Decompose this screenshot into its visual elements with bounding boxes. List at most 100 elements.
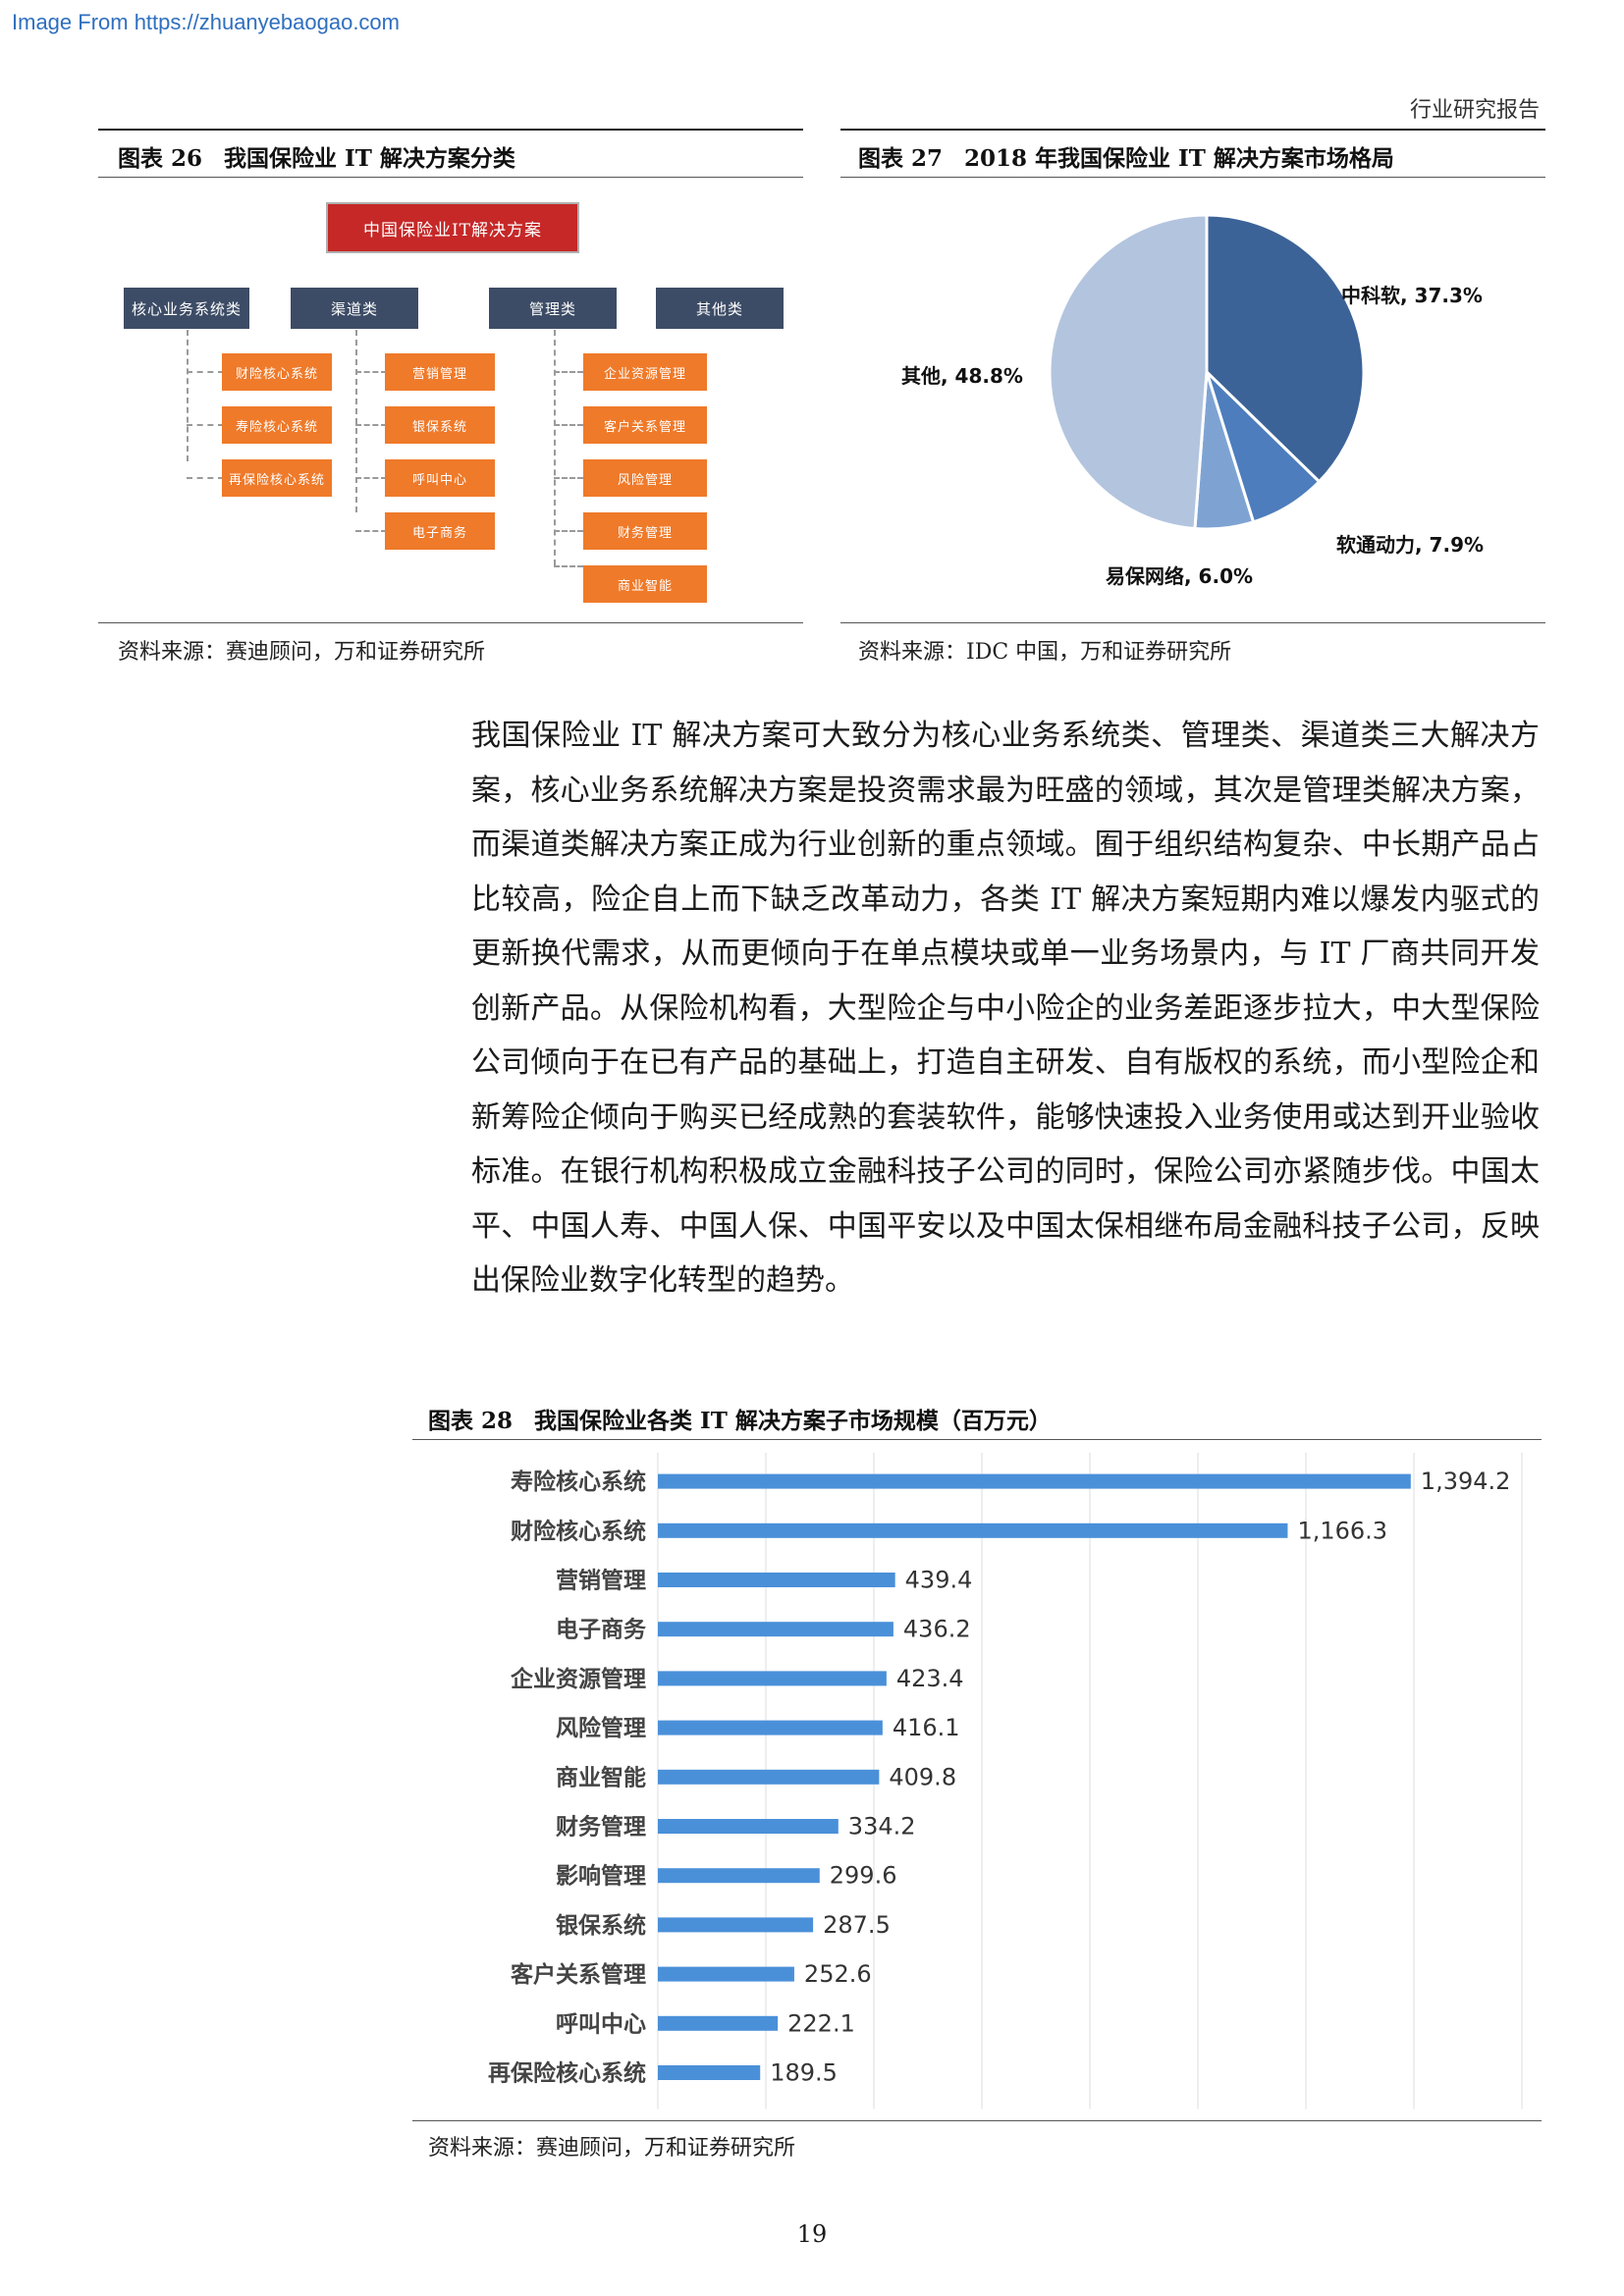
- value-label: 334.2: [848, 1813, 916, 1841]
- org-connector: [554, 530, 583, 532]
- category-label: 营销管理: [556, 1568, 646, 1594]
- org-connector: [355, 530, 387, 532]
- pie-label: 易保网络, 6.0%: [1106, 564, 1253, 588]
- fig26-source: 资料来源：赛迪顾问，万和证券研究所: [118, 640, 486, 665]
- pie-slice: [1048, 213, 1209, 531]
- category-label: 电子商务: [556, 1617, 647, 1643]
- category-label: 财务管理: [556, 1814, 646, 1841]
- value-label: 409.8: [889, 1763, 956, 1790]
- category-label: 商业智能: [556, 1764, 646, 1790]
- category-label: 呼叫中心: [556, 2011, 646, 2037]
- org-leaf-label: 呼叫中心: [411, 472, 467, 488]
- bar: [658, 1573, 895, 1587]
- org-connector: [355, 371, 387, 373]
- org-leaf-label: 再保险核心系统: [228, 472, 325, 488]
- category-label: 银保系统: [556, 1912, 646, 1939]
- fig27-top-rule: [840, 129, 1545, 131]
- value-label: 299.6: [830, 1862, 897, 1890]
- org-category-management-label: 管理类: [528, 299, 576, 318]
- fig28-title: 图表 28 我国保险业各类 IT 解决方案子市场规模（百万元）: [428, 1402, 1052, 1435]
- org-leaf-core: 再保险核心系统: [222, 459, 332, 497]
- value-label: 423.4: [896, 1665, 964, 1692]
- fig27-title: 图表 27 2018 年我国保险业 IT 解决方案市场格局: [858, 139, 1394, 173]
- bar: [658, 1522, 1288, 1538]
- org-connector: [355, 477, 387, 479]
- org-leaf-label: 财务管理: [617, 525, 673, 541]
- category-label: 客户关系管理: [511, 1961, 646, 1988]
- pie-label: 其他, 48.8%: [901, 364, 1023, 388]
- fig28-source: 资料来源：赛迪顾问，万和证券研究所: [428, 2136, 796, 2161]
- org-leaf-label: 财险核心系统: [235, 366, 318, 382]
- fig28-number: 图表 28: [428, 1408, 514, 1434]
- fig27-title-text: 2018 年我国保险业 IT 解决方案市场格局: [964, 145, 1394, 172]
- value-label: 416.1: [893, 1714, 960, 1741]
- org-leaf-label: 营销管理: [411, 366, 467, 382]
- org-leaf-management: 财务管理: [583, 512, 707, 550]
- org-leaf-label: 客户关系管理: [603, 419, 686, 435]
- watermark-text: Image From https://zhuanyebaogao.com: [12, 10, 400, 34]
- org-leaf-core: 寿险核心系统: [222, 406, 332, 444]
- org-connector: [554, 565, 583, 567]
- fig26-title-text: 我国保险业 IT 解决方案分类: [224, 145, 515, 172]
- fig26-org-chart: 中国保险业IT解决方案 核心业务系统类 渠道类 管理类 其他类 财险核心系统 寿…: [98, 177, 800, 609]
- fig28-title-rule: [412, 1439, 1542, 1440]
- org-root-box: 中国保险业IT解决方案: [326, 202, 579, 253]
- org-category-management: 管理类: [489, 288, 617, 329]
- bar: [658, 1622, 893, 1637]
- bar: [658, 2065, 761, 2080]
- org-category-core: 核心业务系统类: [124, 288, 249, 329]
- bar: [658, 2015, 779, 2031]
- org-category-channel: 渠道类: [291, 288, 418, 329]
- value-label: 439.4: [905, 1567, 973, 1594]
- org-connector: [187, 424, 224, 426]
- category-label: 企业资源管理: [510, 1666, 646, 1692]
- report-type-label: 行业研究报告: [1409, 98, 1540, 123]
- org-leaf-channel: 电子商务: [385, 512, 495, 550]
- bar: [658, 1473, 1411, 1489]
- org-leaf-management: 企业资源管理: [583, 353, 707, 391]
- bar: [658, 1671, 887, 1686]
- org-leaf-channel: 呼叫中心: [385, 459, 495, 497]
- org-leaf-label: 银保系统: [411, 419, 467, 435]
- body-paragraph: 我国保险业 IT 解决方案可大致分为核心业务系统类、管理类、渠道类三大解决方案，…: [471, 719, 1540, 1298]
- org-leaf-core: 财险核心系统: [222, 353, 332, 391]
- fig26-title: 图表 26 我国保险业 IT 解决方案分类: [118, 139, 515, 173]
- org-connector: [187, 477, 224, 479]
- org-connector: [355, 424, 387, 426]
- value-label: 436.2: [903, 1616, 971, 1643]
- org-connector: [355, 330, 357, 512]
- org-category-channel-label: 渠道类: [330, 299, 378, 318]
- fig27-pie-chart: 中科软, 37.3% 软通动力, 7.9% 易保网络, 6.0% 其他, 48.8%: [901, 213, 1484, 588]
- org-connector: [554, 330, 556, 565]
- pie-label: 中科软, 37.3%: [1341, 284, 1483, 307]
- category-label: 影响管理: [556, 1863, 646, 1890]
- org-leaf-label: 寿险核心系统: [235, 419, 318, 435]
- value-label: 222.1: [787, 2009, 855, 2037]
- category-label: 寿险核心系统: [511, 1468, 646, 1495]
- fig27-number: 图表 27: [858, 145, 944, 172]
- fig26-top-rule: [98, 129, 803, 131]
- fig27-source-rule: [840, 622, 1545, 623]
- org-category-core-label: 核心业务系统类: [131, 299, 242, 318]
- fig27-source: 资料来源：IDC 中国，万和证券研究所: [858, 640, 1232, 665]
- org-connector: [554, 477, 583, 479]
- pie-slice: [1205, 213, 1366, 484]
- fig28-title-text: 我国保险业各类 IT 解决方案子市场规模（百万元）: [534, 1408, 1052, 1434]
- value-label: 287.5: [823, 1911, 891, 1939]
- org-leaf-management: 商业智能: [583, 565, 707, 603]
- fig26-title-rule: [98, 177, 803, 178]
- category-label: 财险核心系统: [511, 1518, 646, 1544]
- bar: [658, 1868, 820, 1884]
- org-connector: [554, 371, 583, 373]
- org-category-other-label: 其他类: [695, 299, 743, 318]
- org-leaf-channel: 银保系统: [385, 406, 495, 444]
- org-leaf-management: 客户关系管理: [583, 406, 707, 444]
- bar: [658, 1917, 814, 1933]
- org-connector: [187, 371, 224, 373]
- page-number: 19: [796, 2220, 828, 2248]
- value-label: 1,166.3: [1297, 1517, 1387, 1544]
- org-category-other: 其他类: [656, 288, 784, 329]
- pie-label: 软通动力, 7.9%: [1336, 533, 1484, 557]
- category-label: 风险管理: [556, 1715, 646, 1741]
- org-leaf-label: 电子商务: [411, 525, 467, 541]
